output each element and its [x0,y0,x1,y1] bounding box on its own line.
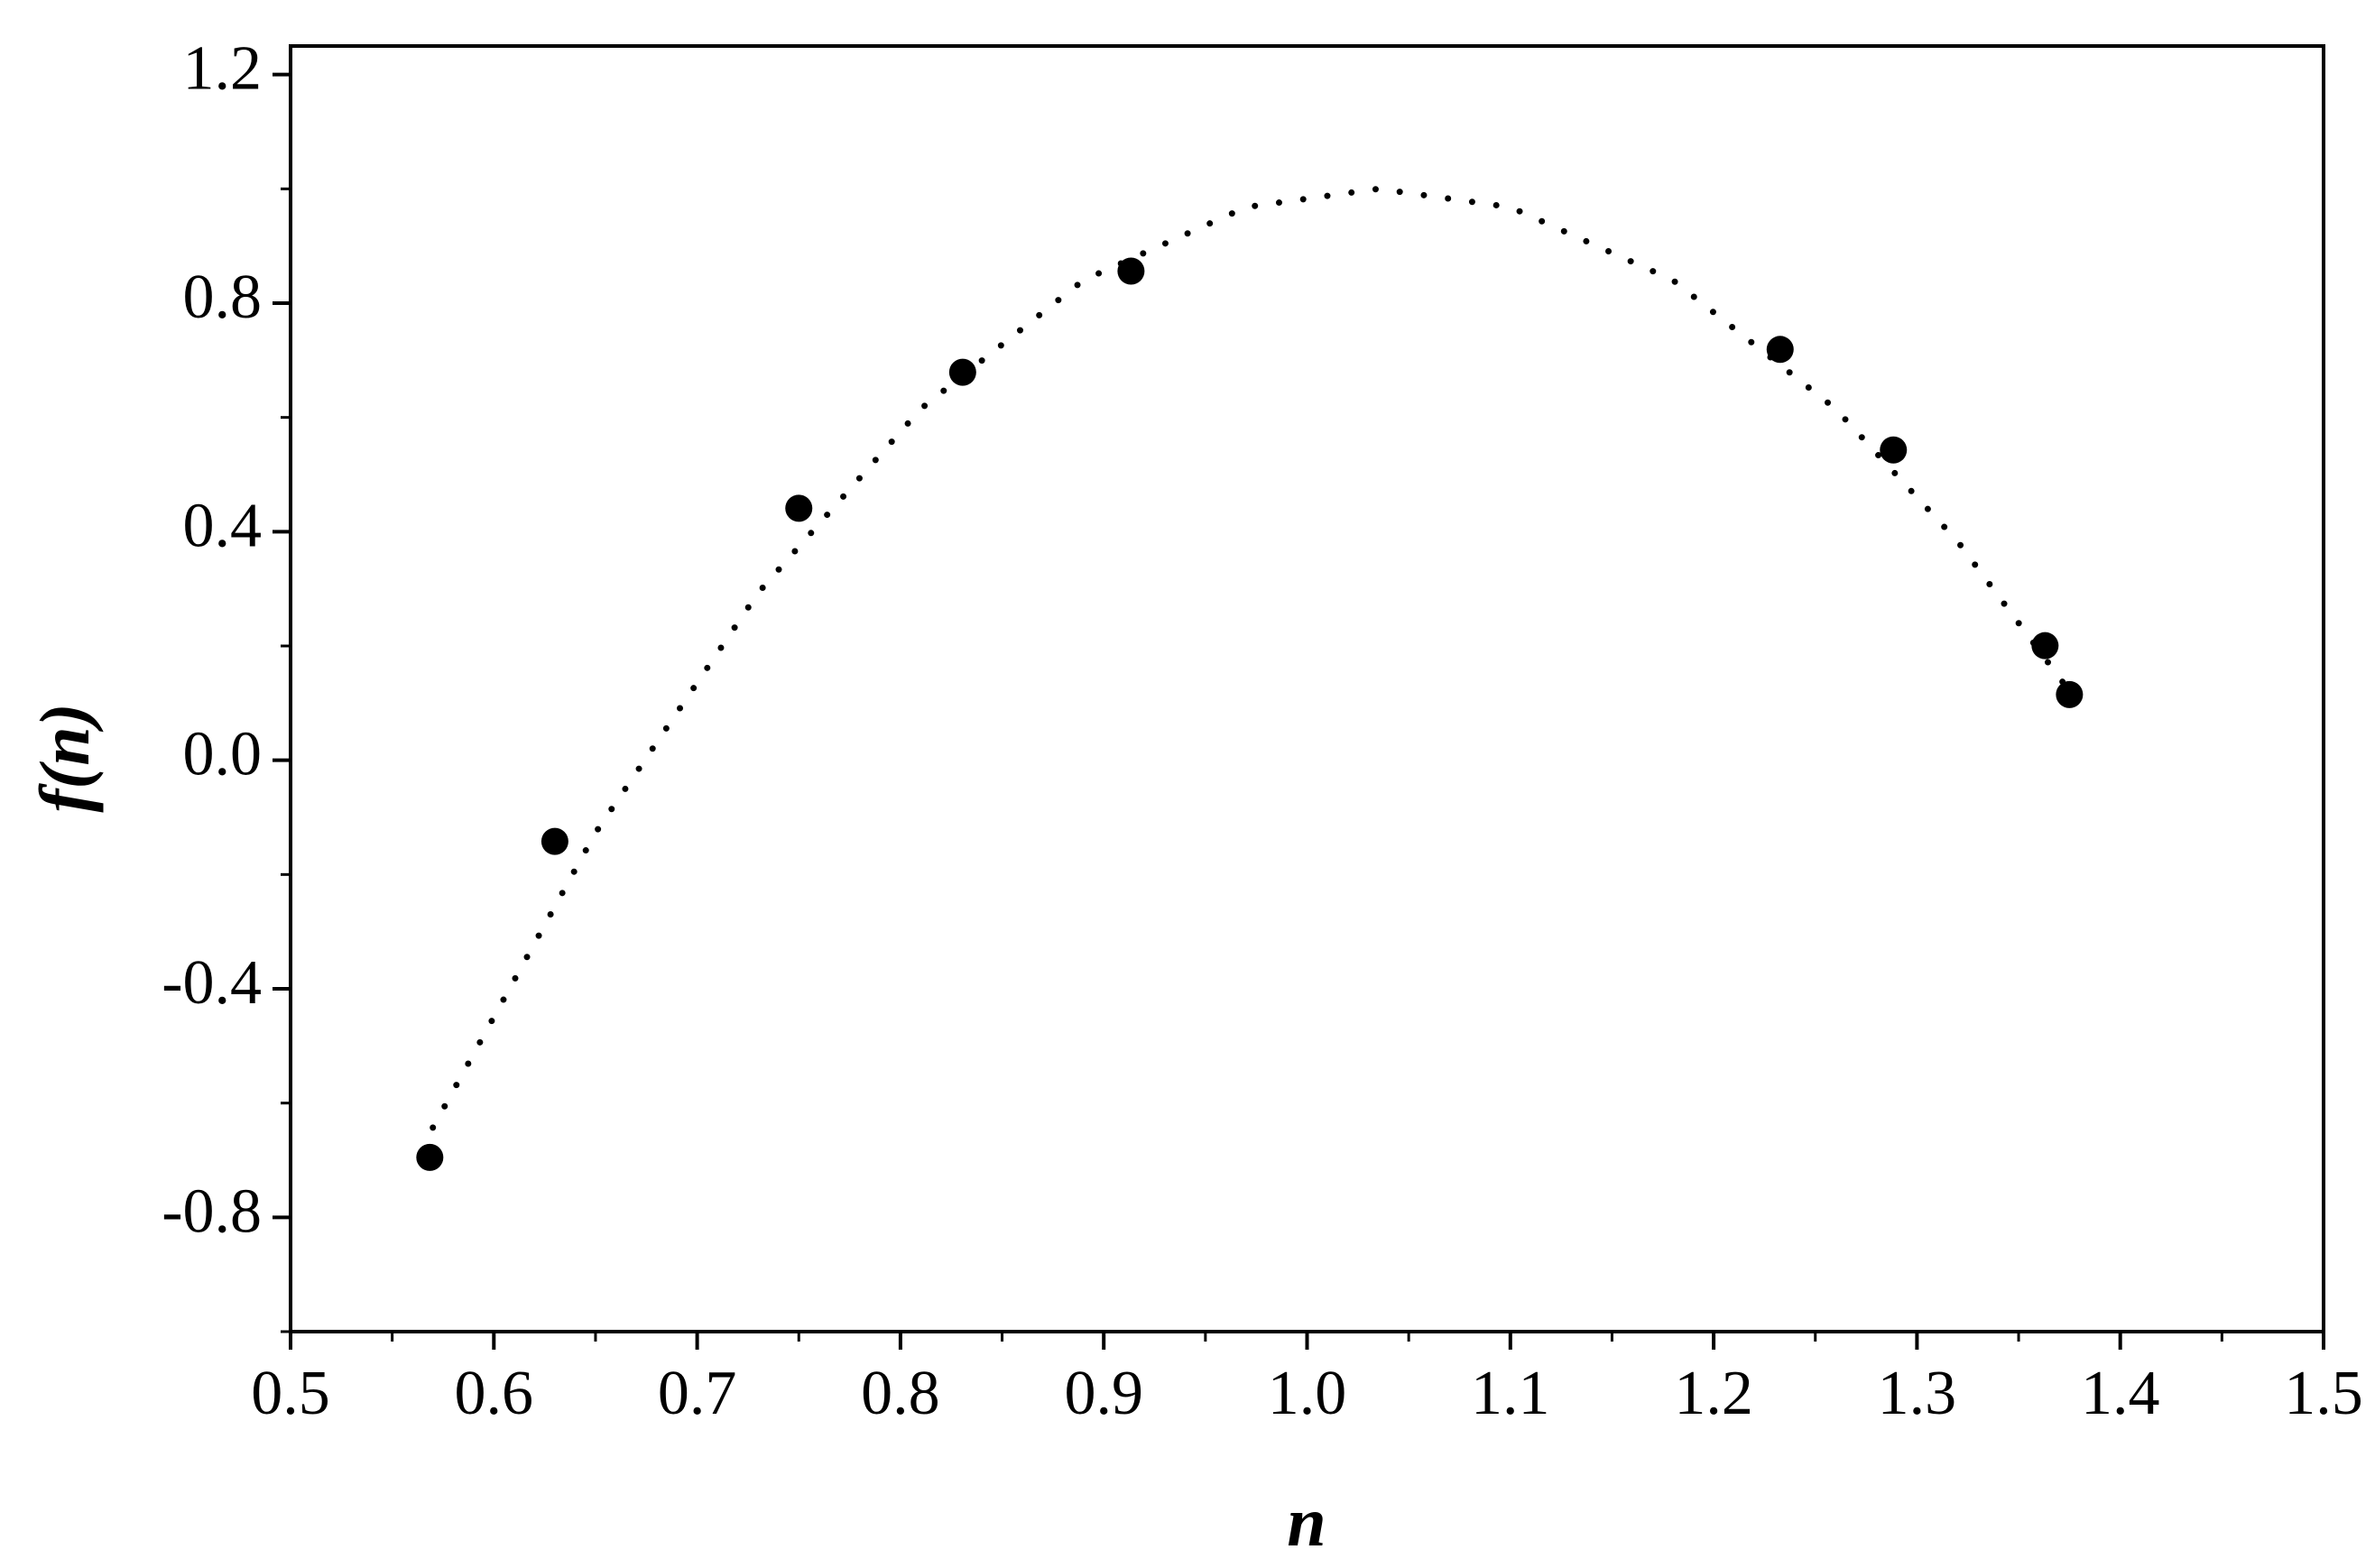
data-point [1117,257,1145,285]
data-point [2056,680,2084,708]
x-tick-label: 0.5 [251,1359,330,1428]
y-tick-label: -0.8 [162,1176,262,1246]
y-tick-label: 0.8 [183,263,263,332]
x-tick-label: 1.0 [1268,1359,1347,1428]
plot-frame [289,44,2325,1333]
data-point [1766,336,1794,364]
y-tick-label: 0.0 [183,720,263,789]
x-tick-label: 0.7 [658,1359,737,1428]
data-point [2031,632,2059,659]
data-point [1880,436,1908,464]
y-axis-title: f(n) [25,703,104,812]
x-tick-label: 1.3 [1878,1359,1957,1428]
x-axis-title: n [1287,1482,1326,1561]
y-tick-label: 1.2 [183,34,263,104]
data-point [785,494,813,522]
y-tick-label: 0.4 [183,491,263,560]
data-point [948,358,976,386]
data-point [416,1143,444,1171]
x-tick-label: 0.9 [1064,1359,1143,1428]
x-tick-label: 1.5 [2284,1359,2363,1428]
x-tick-label: 0.8 [861,1359,940,1428]
fit-curve [430,185,2073,1131]
x-tick-label: 1.1 [1471,1359,1550,1428]
x-tick-label: 1.4 [2081,1359,2160,1428]
y-tick-label: -0.4 [162,948,262,1018]
x-tick-label: 1.2 [1674,1359,1753,1428]
x-tick-label: 0.6 [455,1359,534,1428]
data-point [541,827,568,855]
